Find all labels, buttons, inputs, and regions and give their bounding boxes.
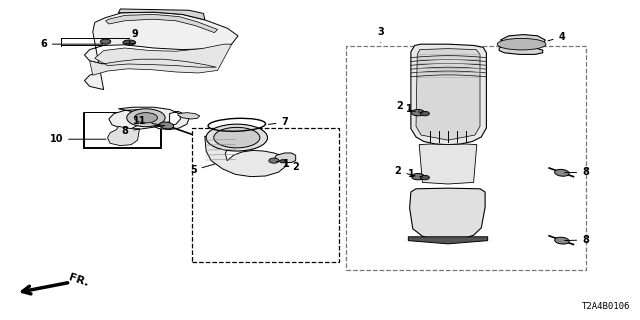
Polygon shape — [274, 153, 296, 163]
Bar — [346, 46, 586, 270]
Polygon shape — [178, 113, 200, 119]
Text: 9: 9 — [129, 28, 138, 43]
Ellipse shape — [100, 39, 111, 44]
Ellipse shape — [497, 38, 546, 50]
Ellipse shape — [206, 124, 268, 151]
Polygon shape — [84, 12, 238, 90]
Ellipse shape — [280, 160, 286, 163]
Text: 5: 5 — [190, 164, 215, 175]
Polygon shape — [109, 107, 189, 130]
Ellipse shape — [159, 122, 173, 129]
Text: 4: 4 — [548, 32, 565, 42]
Ellipse shape — [412, 173, 424, 180]
Text: 2: 2 — [395, 166, 415, 176]
Text: 8: 8 — [564, 235, 589, 245]
Ellipse shape — [412, 109, 424, 116]
Polygon shape — [108, 126, 140, 146]
Text: 1: 1 — [408, 169, 422, 180]
Ellipse shape — [420, 175, 429, 180]
Ellipse shape — [214, 127, 260, 148]
Ellipse shape — [555, 169, 569, 176]
Ellipse shape — [123, 40, 136, 45]
Text: FR.: FR. — [67, 272, 90, 288]
Text: 1: 1 — [406, 104, 422, 115]
Bar — [192, 128, 339, 262]
Polygon shape — [410, 188, 485, 241]
Polygon shape — [90, 44, 232, 75]
Bar — [84, 112, 160, 147]
Text: 7: 7 — [268, 117, 288, 127]
Text: 1: 1 — [276, 159, 290, 169]
Ellipse shape — [555, 237, 569, 244]
Bar — [83, 112, 161, 148]
Polygon shape — [411, 44, 486, 145]
Polygon shape — [499, 35, 545, 54]
Polygon shape — [408, 237, 488, 244]
Text: 10: 10 — [49, 134, 106, 144]
Polygon shape — [419, 144, 477, 184]
Ellipse shape — [269, 158, 279, 163]
Ellipse shape — [134, 113, 157, 123]
Text: 2: 2 — [285, 162, 299, 172]
Polygon shape — [106, 14, 218, 33]
Polygon shape — [118, 9, 205, 20]
Polygon shape — [416, 49, 480, 140]
Text: 6: 6 — [40, 39, 103, 49]
Text: 8: 8 — [122, 126, 164, 136]
Polygon shape — [205, 136, 287, 177]
Text: 3: 3 — [378, 27, 384, 43]
Ellipse shape — [127, 109, 165, 127]
Text: T2A4B0106: T2A4B0106 — [582, 302, 630, 311]
Text: 8: 8 — [564, 167, 589, 177]
Text: 11: 11 — [132, 116, 165, 126]
Ellipse shape — [420, 111, 429, 116]
Text: 2: 2 — [397, 101, 415, 112]
